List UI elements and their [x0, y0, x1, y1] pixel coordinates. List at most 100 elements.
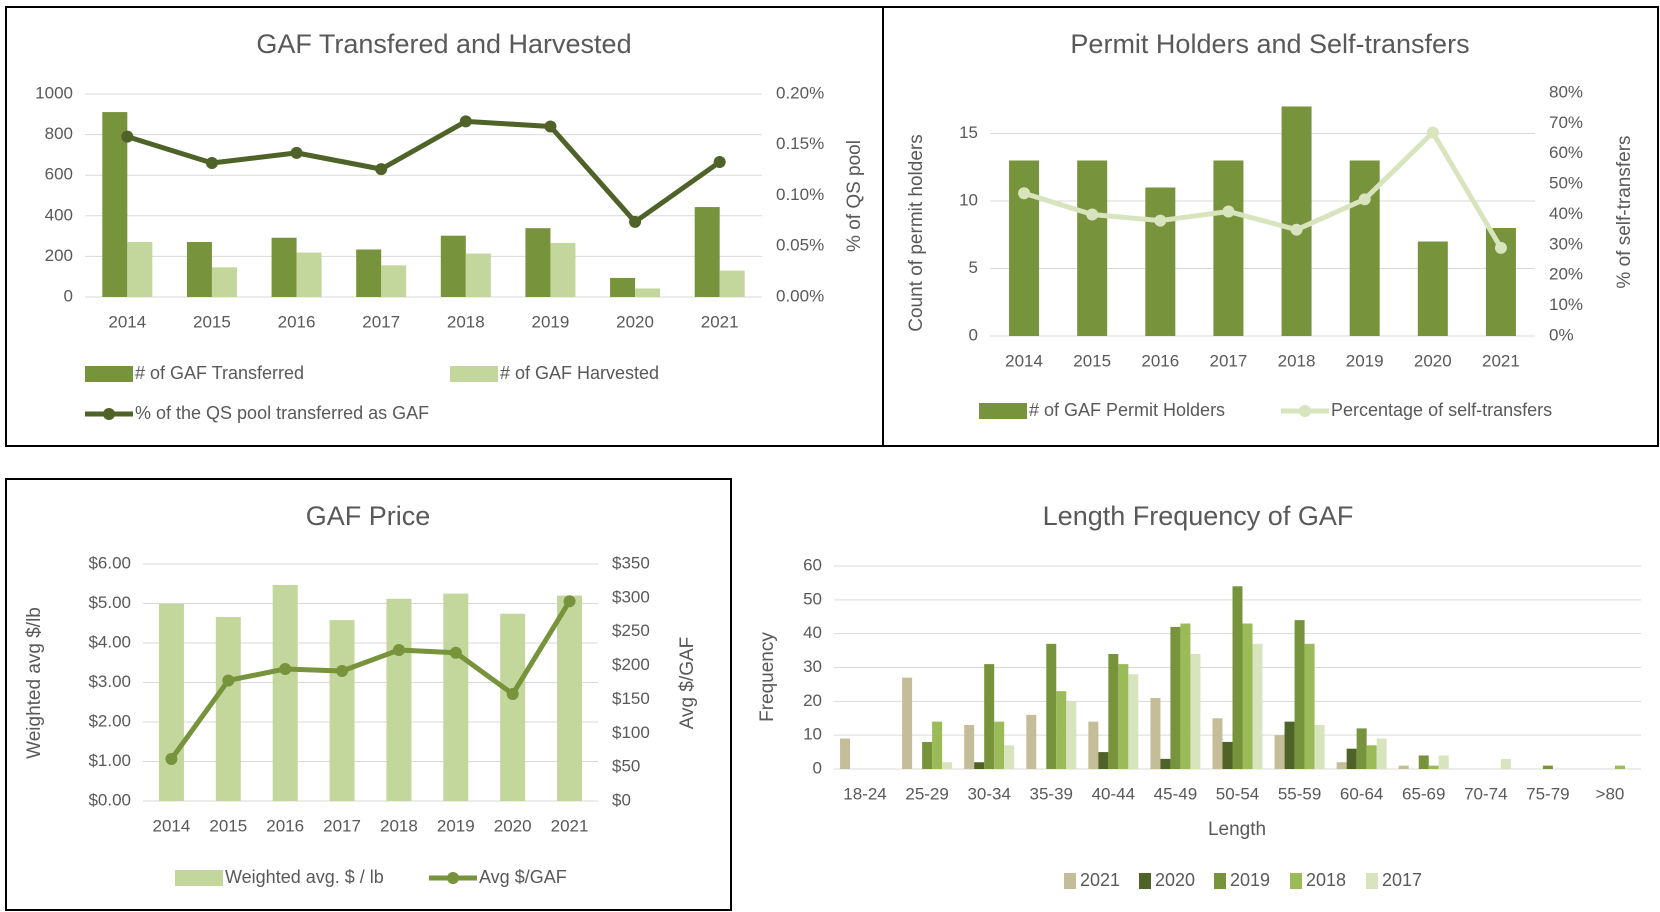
bar: [1213, 160, 1244, 336]
y-tick-label: 200: [45, 246, 73, 265]
y2-tick-label: $250: [612, 621, 650, 640]
bar: [1356, 728, 1367, 769]
y-tick-label: 10: [959, 190, 978, 209]
y-tick-label: 50: [803, 589, 822, 608]
y2-tick-label: 80%: [1549, 82, 1583, 101]
y-tick-label: $6.00: [88, 553, 131, 572]
y2-tick-label: 10%: [1549, 295, 1583, 314]
y-tick-label: 0: [64, 286, 73, 305]
chart-title: Length Frequency of GAF: [1043, 501, 1354, 531]
bar: [1314, 725, 1325, 769]
bar: [1500, 758, 1511, 769]
marker: [506, 688, 519, 701]
y-tick-label: 0: [969, 325, 978, 344]
x-tick-label: 2016: [1141, 351, 1179, 370]
bar: [1274, 735, 1285, 769]
x-tick-label: 2015: [209, 816, 247, 835]
legend-swatch: [175, 870, 223, 886]
bar: [1542, 765, 1553, 769]
bar: [1180, 623, 1191, 769]
legend-label: # of GAF Permit Holders: [1029, 400, 1225, 420]
marker: [1222, 205, 1235, 218]
y-tick-label: 20: [803, 691, 822, 710]
marker: [205, 157, 218, 170]
x-tick-label: 70-74: [1464, 784, 1507, 803]
y2-tick-label: 50%: [1549, 174, 1583, 193]
bar: [719, 270, 745, 297]
bar: [1232, 586, 1243, 769]
bar: [694, 207, 720, 297]
marker: [1358, 193, 1371, 206]
x-tick-label: 2019: [1346, 351, 1384, 370]
x-tick-label: 2014: [108, 312, 146, 331]
x-tick-label: 40-44: [1092, 784, 1135, 803]
y2-axis-label: % of QS pool: [844, 140, 865, 252]
bar: [1294, 620, 1305, 769]
y2-axis-label: % of self-transfers: [1614, 135, 1635, 288]
bar: [465, 253, 491, 297]
bar: [500, 613, 526, 801]
legend-swatch: [103, 408, 115, 420]
bar: [440, 235, 466, 297]
bar: [557, 595, 583, 801]
marker: [1290, 223, 1303, 236]
x-axis-label: Length: [1208, 819, 1266, 840]
legend-label: 2017: [1382, 870, 1422, 890]
x-tick-label: 2021: [551, 816, 589, 835]
x-tick-label: 2017: [1210, 351, 1248, 370]
bar: [1252, 643, 1263, 769]
marker: [392, 643, 405, 656]
bar: [635, 288, 661, 297]
bar: [1346, 748, 1357, 769]
y2-axis-label: Avg $/GAF: [677, 637, 698, 730]
x-tick-label: 60-64: [1340, 784, 1383, 803]
bar: [1376, 738, 1387, 769]
bar: [610, 277, 636, 297]
panel-border: [5, 478, 732, 911]
bar: [215, 616, 241, 801]
bar: [1160, 758, 1171, 769]
x-tick-label: 35-39: [1030, 784, 1073, 803]
bar: [386, 598, 412, 801]
bar: [1366, 745, 1377, 769]
bar: [1009, 160, 1040, 336]
bar: [329, 620, 355, 801]
marker: [629, 215, 642, 228]
x-tick-label: 2015: [193, 312, 231, 331]
y-tick-label: 1000: [35, 83, 73, 102]
x-tick-label: >80: [1596, 784, 1625, 803]
bar: [840, 738, 851, 769]
x-tick-label: 2018: [380, 816, 418, 835]
legend-label: 2018: [1306, 870, 1346, 890]
bar: [902, 677, 913, 769]
bar: [1222, 741, 1233, 769]
y-tick-label: 60: [803, 555, 822, 574]
legend-label: 2021: [1080, 870, 1120, 890]
y2-tick-label: 30%: [1549, 234, 1583, 253]
marker: [279, 662, 292, 675]
bar: [1098, 752, 1109, 769]
bar: [1281, 106, 1312, 336]
x-tick-label: 30-34: [967, 784, 1010, 803]
y2-tick-label: 0.00%: [776, 286, 824, 305]
x-tick-label: 2021: [701, 312, 739, 331]
y-tick-label: 30: [803, 657, 822, 676]
marker: [1494, 241, 1507, 254]
y-axis-label: Weighted avg $/lb: [24, 607, 45, 759]
panel-border: [882, 6, 1659, 447]
bar: [1145, 187, 1176, 336]
bar: [1212, 718, 1223, 769]
bar: [1614, 765, 1625, 769]
marker: [121, 130, 134, 143]
x-tick-label: 65-69: [1402, 784, 1445, 803]
x-tick-label: 2015: [1073, 351, 1111, 370]
x-tick-label: 2021: [1482, 351, 1520, 370]
bar: [356, 249, 382, 297]
y-tick-label: 0: [813, 758, 822, 777]
y-tick-label: $0.00: [88, 790, 131, 809]
bar: [1242, 623, 1253, 769]
bar: [158, 603, 184, 801]
y-tick-label: 400: [45, 205, 73, 224]
y2-tick-label: 0.15%: [776, 134, 824, 153]
